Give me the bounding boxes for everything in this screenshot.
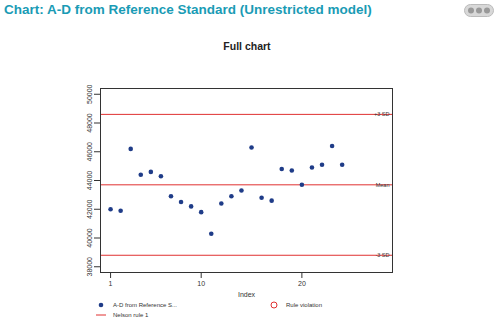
svg-text:38000: 38000 [86,257,93,277]
html-text:Full chart: Full chart [223,40,271,52]
svg-text:+3 SD: +3 SD [374,111,389,117]
svg-text:44000: 44000 [86,171,93,191]
html-text:Nelson rule 1: Nelson rule 1 [113,312,149,318]
svg-text:20: 20 [298,280,306,287]
svg-text:Mean: Mean [376,182,390,188]
svg-text:Index: Index [238,291,256,298]
svg-text:10: 10 [197,280,205,287]
html-text:A-D from Reference S...: A-D from Reference S... [113,302,177,308]
html-text:Chart: A-D from Reference Stan: Chart: A-D from Reference Standard (Unre… [4,2,372,17]
svg-text:46000: 46000 [86,142,93,162]
svg-text:40000: 40000 [86,228,93,248]
html-text:Rule violation: Rule violation [286,302,322,308]
svg-text:42000: 42000 [86,199,93,219]
svg-text:50000: 50000 [86,84,93,104]
svg-text:1: 1 [109,280,113,287]
svg-text:-3 SD: -3 SD [375,252,389,258]
svg-text:48000: 48000 [86,113,93,133]
